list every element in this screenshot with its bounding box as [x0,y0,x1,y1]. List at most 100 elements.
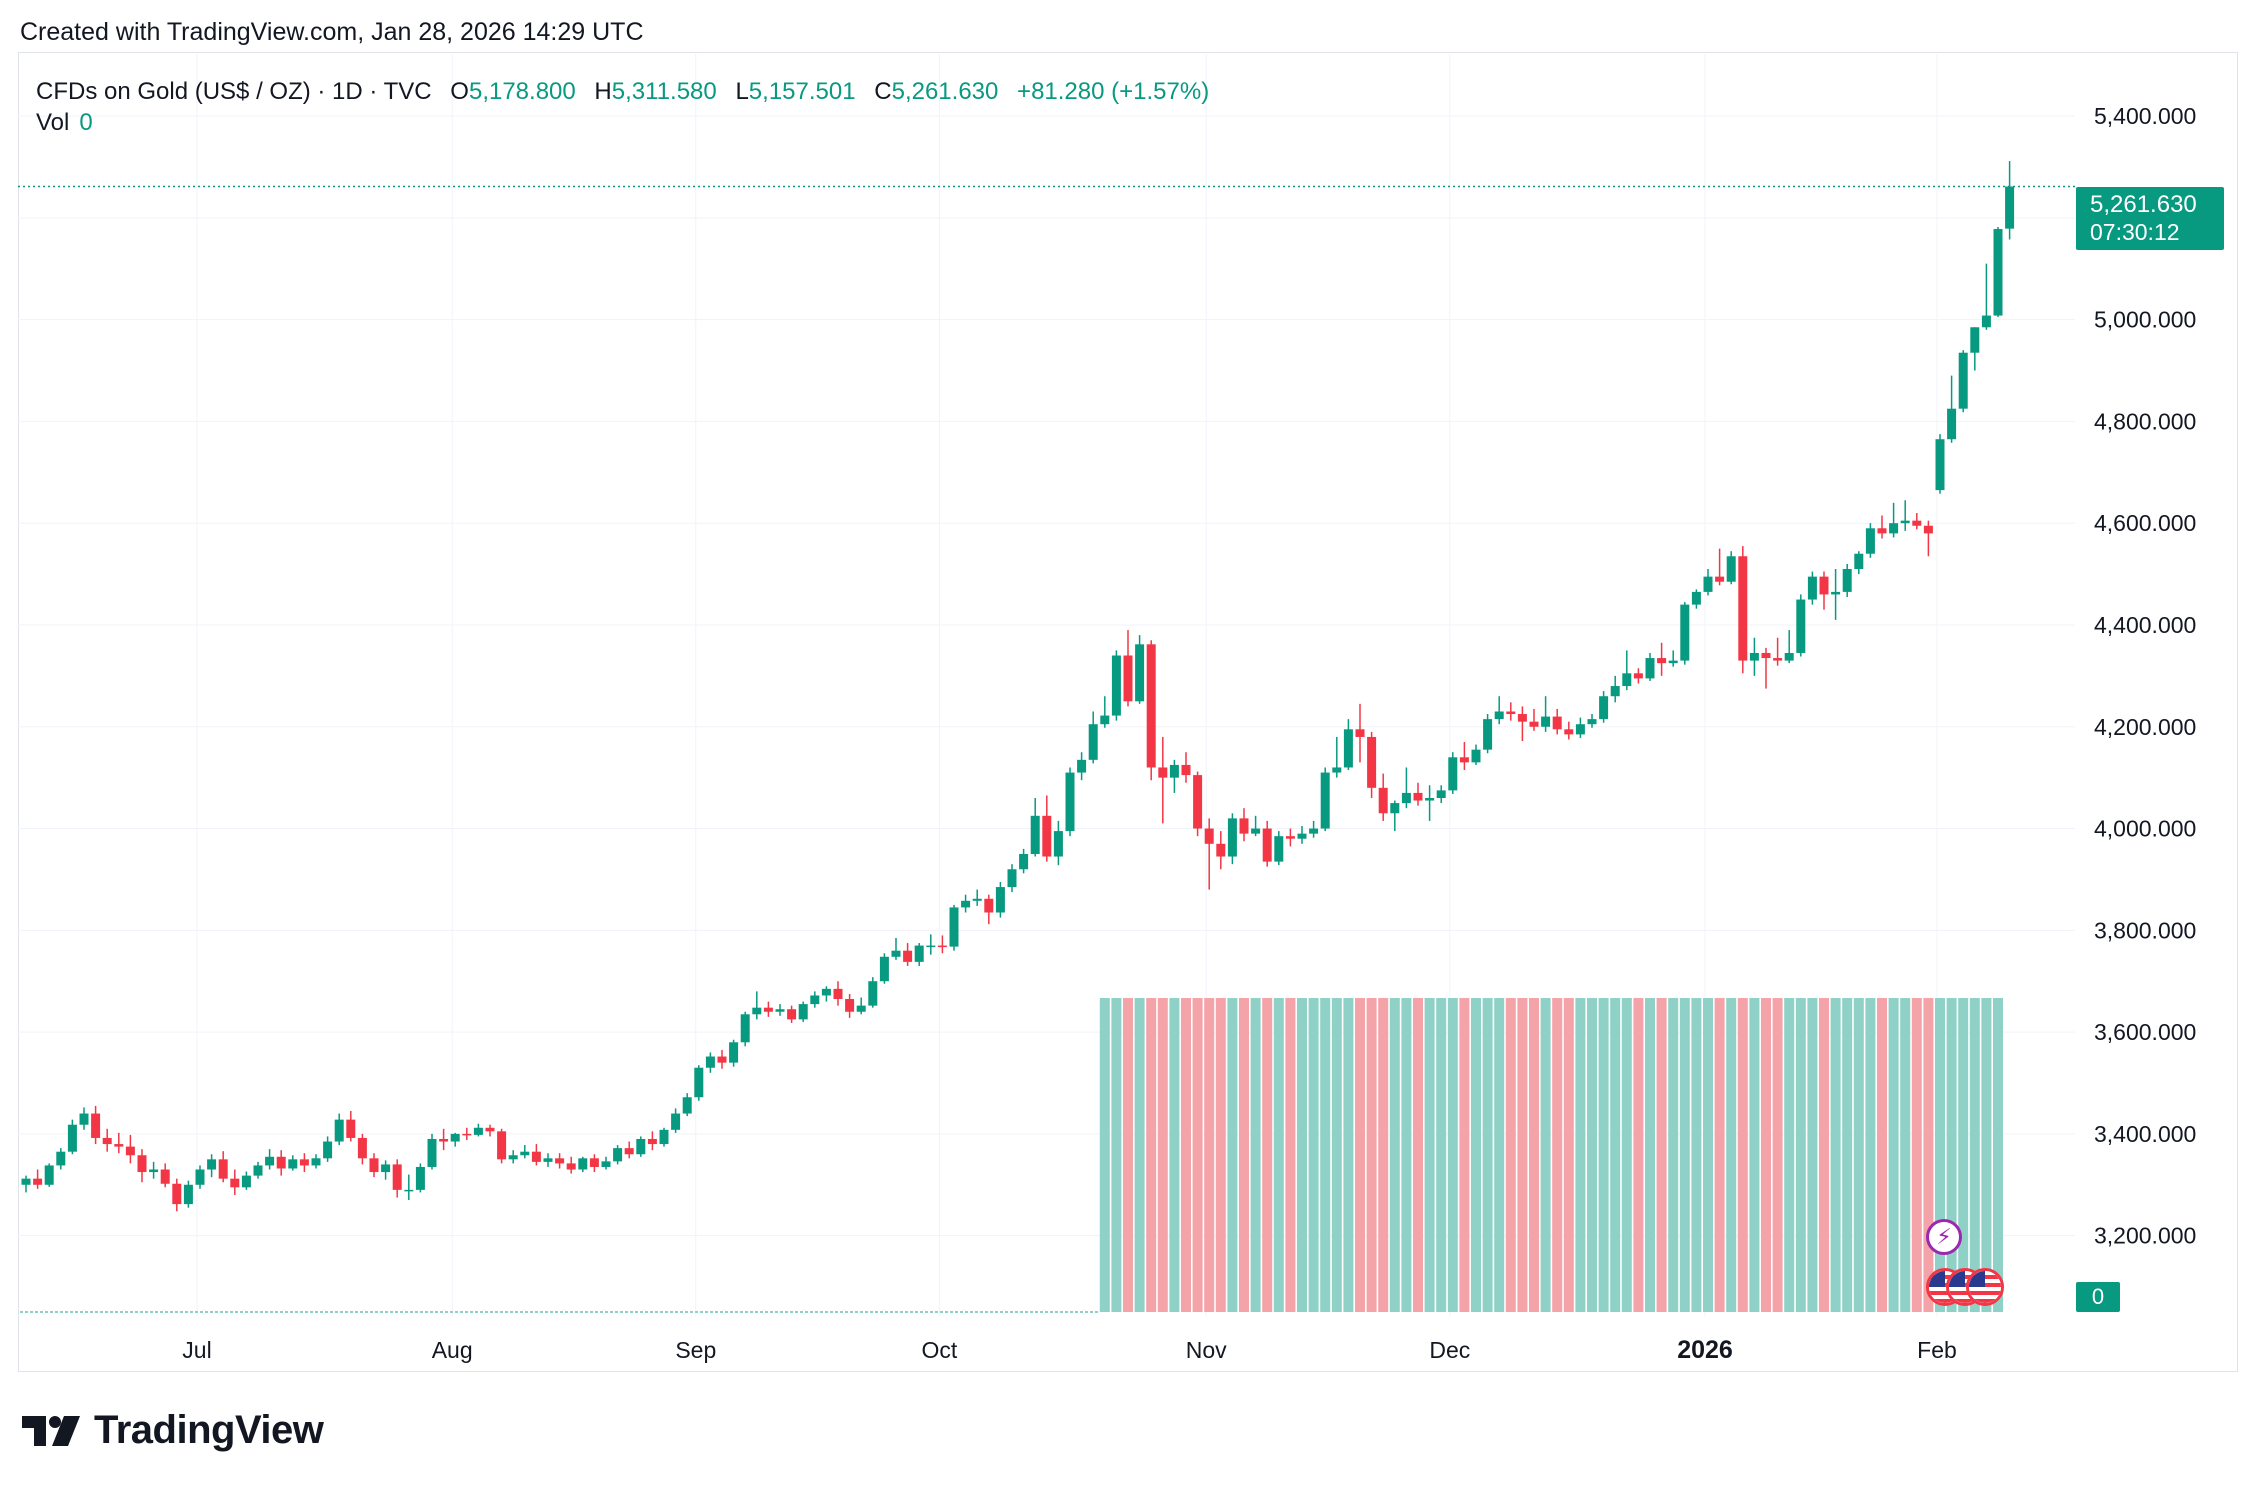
x-tick-label: Jul [182,1337,211,1363]
volume-bar [1262,998,1273,1312]
candle-body [79,1113,89,1125]
candle-body [1053,831,1063,857]
volume-bar [1227,998,1238,1312]
candle [1251,815,1261,837]
candle-body [694,1067,704,1098]
vol-label: Vol [36,109,70,136]
us-flag-icon[interactable] [1966,1268,2004,1306]
candle-body [833,988,843,1000]
candle [1332,736,1342,778]
candle-body [288,1159,298,1169]
candle [566,1156,576,1174]
candle-body [369,1158,379,1173]
x-tick-label: Feb [1917,1337,1957,1363]
candle-body [1552,716,1562,730]
candle [984,894,994,925]
candle-body [311,1158,321,1166]
candle-body [1680,604,1690,661]
candle-body [1239,818,1249,834]
symbol-title: CFDs on Gold (US$ / OZ) · 1D · TVC [36,78,432,105]
volume-bar [1378,998,1389,1312]
candle [1262,820,1272,867]
volume-bar [1447,998,1458,1312]
candle [1448,752,1458,794]
volume-bar [1529,998,1539,1312]
candle-body [879,956,889,982]
candle-body [1633,673,1643,679]
candle-body [566,1163,576,1170]
candle [1738,546,1748,674]
candle-body [624,1148,634,1155]
candle [1239,808,1249,842]
candle-body [647,1138,657,1145]
candle-body [1355,729,1365,737]
volume-bar [1969,998,1980,1312]
high-value: 5,311.580 [611,78,717,105]
candle [1587,714,1597,728]
candle [1773,637,1783,666]
y-tick-label: 3,200.000 [2094,1223,2196,1249]
candle-body [845,999,855,1012]
y-tick-label: 4,600.000 [2094,510,2196,536]
candle [1680,602,1690,665]
volume-bar [1355,998,1365,1312]
candle-body [1193,775,1203,829]
candle [1599,691,1609,723]
candle [972,889,982,906]
candle-body [671,1113,681,1130]
volume-bar [1320,998,1331,1312]
lightning-icon[interactable]: ⚡ [1926,1219,1962,1255]
candle [613,1145,623,1165]
candle [578,1156,588,1173]
candle-body [1088,724,1098,760]
candle-body [613,1148,623,1162]
candle [1842,563,1852,597]
candle [1819,571,1829,610]
candle-body [1111,655,1121,716]
candle-body [903,950,913,962]
x-tick-label: Aug [432,1337,473,1363]
candle [914,943,924,966]
candle [404,1174,414,1201]
close-label: C [874,78,892,105]
candle-body [1517,714,1527,722]
volume-bar [1981,998,1992,1312]
volume-bar [1807,998,1818,1312]
volume-bar [1146,998,1157,1312]
candle-body [334,1119,344,1142]
candle [694,1065,704,1101]
candle-body [218,1159,228,1179]
candle-body [33,1178,43,1185]
candle-body [961,900,971,908]
candle [346,1110,356,1142]
candle-body [1935,439,1945,491]
candle-body [949,907,959,947]
tradingview-logo-icon [22,1415,80,1446]
volume-bar [1691,998,1702,1312]
volume-bar [1424,998,1435,1312]
candle [1981,263,1991,330]
candle [520,1145,530,1159]
candle-body [984,898,994,913]
open-label: O [450,78,469,105]
candle-body [230,1178,240,1188]
candle-body [937,945,947,948]
candle [1355,703,1365,763]
candle-body [856,1005,866,1012]
bar-countdown: 07:30:12 [2090,219,2180,245]
candle-body [207,1159,217,1170]
volume-bar [1297,998,1307,1312]
candle [531,1144,541,1166]
candle-body [1413,792,1423,801]
tradingview-logo[interactable]: TradingView [22,1408,324,1453]
candle [381,1160,391,1180]
volume-bar [1331,998,1342,1312]
candle [1181,752,1191,783]
volume-bar [1181,998,1191,1312]
volume-bar [1413,998,1423,1312]
candle [1633,668,1643,684]
volume-bar [1482,998,1493,1312]
candle [1065,767,1075,837]
candle [1552,708,1562,735]
